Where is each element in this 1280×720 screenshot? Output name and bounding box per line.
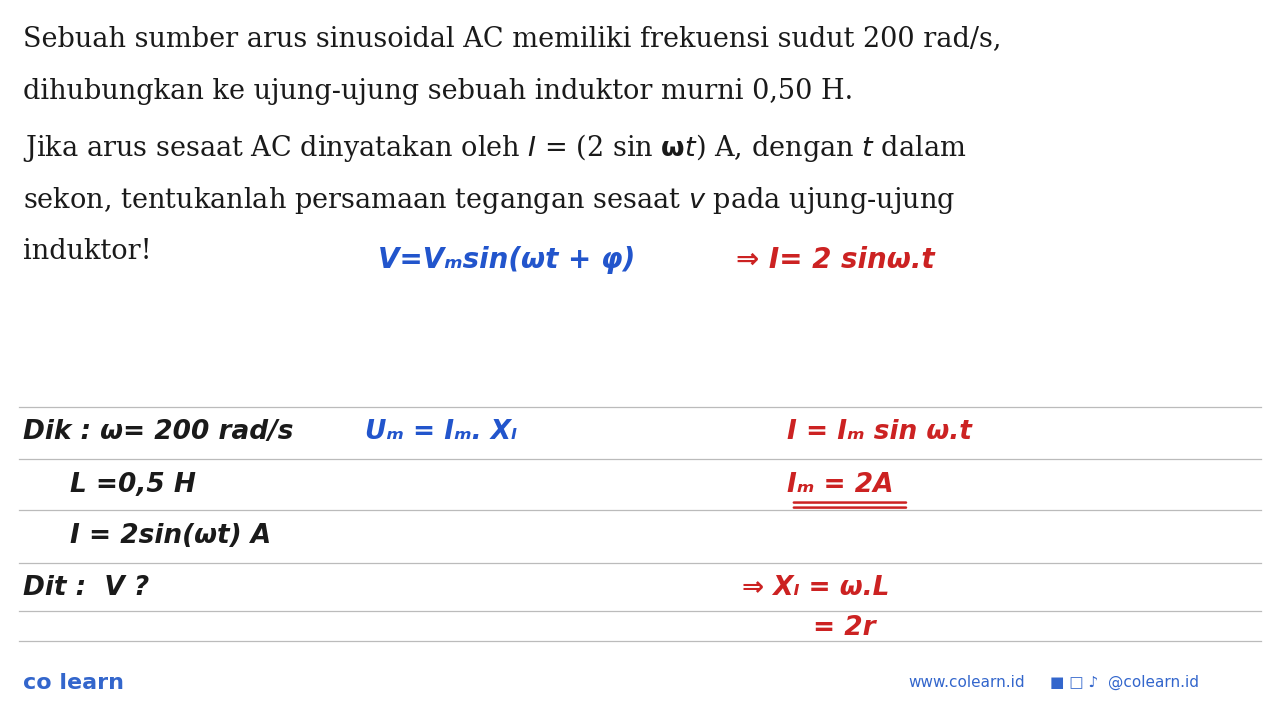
Text: co learn: co learn [23, 672, 124, 693]
Text: ■ □ ♪  @colearn.id: ■ □ ♪ @colearn.id [1050, 675, 1198, 690]
Text: L =0,5 H: L =0,5 H [70, 472, 196, 498]
Text: Dit :  V ?: Dit : V ? [23, 575, 150, 601]
Text: Dik : ω= 200 rad/s: Dik : ω= 200 rad/s [23, 419, 293, 445]
Text: Sebuah sumber arus sinusoidal AC memiliki frekuensi sudut 200 rad/s,: Sebuah sumber arus sinusoidal AC memilik… [23, 25, 1001, 53]
Text: induktor!: induktor! [23, 238, 151, 266]
Text: Jika arus sesaat AC dinyatakan oleh $I$ = (2 sin $\mathbf{\omega}$$t$) A, dengan: Jika arus sesaat AC dinyatakan oleh $I$ … [23, 132, 966, 163]
Text: www.colearn.id: www.colearn.id [909, 675, 1025, 690]
Text: dihubungkan ke ujung-ujung sebuah induktor murni 0,50 H.: dihubungkan ke ujung-ujung sebuah indukt… [23, 78, 854, 105]
Text: V=Vₘsin(ωt + φ): V=Vₘsin(ωt + φ) [378, 246, 635, 274]
Text: Uₘ = Iₘ. Xₗ: Uₘ = Iₘ. Xₗ [365, 419, 517, 445]
Text: Iₘ = 2A: Iₘ = 2A [787, 472, 893, 498]
Text: ⇒ Xₗ = ω.L: ⇒ Xₗ = ω.L [742, 575, 890, 601]
Text: I = Iₘ sin ω.t: I = Iₘ sin ω.t [787, 419, 972, 445]
Text: sekon, tentukanlah persamaan tegangan sesaat $v$ pada ujung-ujung: sekon, tentukanlah persamaan tegangan se… [23, 185, 955, 216]
Text: ⇒ I= 2 sinω.t: ⇒ I= 2 sinω.t [736, 246, 934, 274]
Text: = 2r: = 2r [813, 615, 876, 641]
Text: I = 2sin(ωt) A: I = 2sin(ωt) A [70, 523, 271, 549]
